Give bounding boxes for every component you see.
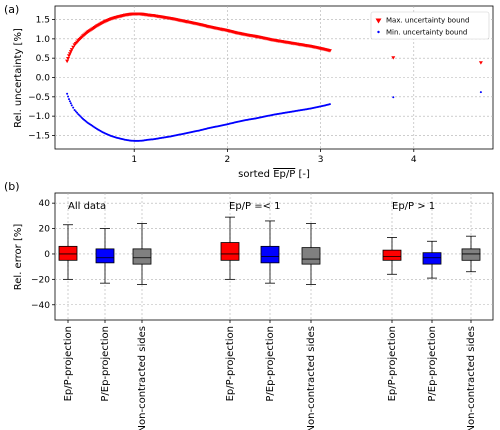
legend-marker-min: [377, 30, 380, 34]
x-tick-label: P/Ep-projection: [427, 326, 438, 402]
y-tick-label: 40: [39, 199, 51, 209]
legend-label-min: Min. uncertainty bound: [386, 29, 467, 37]
x-tick-label: Ep/P-projection: [225, 326, 236, 401]
box-iqr: [58, 245, 78, 261]
x-tick-label: P/Ep-projection: [100, 326, 111, 402]
y-tick-label: 20: [39, 225, 51, 235]
min-bound-point: [74, 110, 77, 113]
group-title: Ep/P =< 1: [229, 201, 281, 212]
max-bound-point: [391, 56, 396, 60]
box-iqr: [382, 249, 402, 261]
x-tick-label: Non-contracted sides: [306, 326, 317, 430]
panel-b-grid: [55, 193, 493, 320]
x-tick-label: 2: [225, 155, 231, 165]
x-tick-label: 3: [318, 155, 324, 165]
y-tick-label: −1.0: [28, 112, 50, 122]
panel-a-uncertainty-scatter: (a) 1 2 3 4 −1.5 −1.0 −0.5 0.0 0.5 1.0 1.5 Rel. un…: [4, 3, 494, 180]
panel-a-label: (a): [4, 3, 19, 16]
box-iqr: [220, 242, 240, 261]
legend-box: [370, 11, 490, 40]
panel-b-error-boxplot: (b) −40 −20 0 20 40 Ep/P-projection P/Ep-proje…: [4, 180, 494, 430]
group-title: Ep/P > 1: [392, 201, 435, 212]
x-tick-label: 1: [131, 155, 137, 165]
max-bound-point: [71, 45, 76, 50]
x-tick-label: P/Ep-projection: [265, 326, 276, 402]
panel-a-legend: Max. uncertainty bound Min. uncertainty …: [370, 11, 490, 40]
panel-b-frame: [54, 192, 494, 321]
min-bound-point: [67, 98, 70, 101]
panel-a-points: [65, 12, 483, 142]
x-tick-label: Ep/P-projection: [63, 326, 74, 401]
legend-marker-max: [375, 18, 382, 24]
max-bound-point: [66, 56, 71, 61]
min-bound-point: [479, 91, 482, 94]
min-bound-point: [68, 100, 71, 103]
min-bound-point: [70, 104, 73, 107]
max-bound-point: [69, 48, 74, 52]
box-iqr: [461, 248, 481, 261]
max-bound-point: [327, 49, 332, 53]
box-iqr: [301, 247, 321, 265]
y-tick-label: 0: [44, 250, 50, 260]
y-tick-label: 0.5: [36, 54, 50, 64]
group-title: All data: [68, 201, 106, 212]
y-tick-label: 1.0: [36, 35, 51, 45]
min-bound-point: [66, 92, 69, 95]
panel-b-label: (b): [4, 180, 20, 193]
y-tick-label: 0.0: [36, 74, 51, 84]
panel-a-y-axis-label: Rel. uncertainty [%]: [13, 28, 24, 128]
max-bound-point: [65, 59, 70, 64]
min-bound-point: [76, 111, 79, 114]
min-bound-point: [69, 102, 72, 105]
x-tick-label: 4: [411, 155, 417, 165]
box-iqr: [132, 248, 152, 265]
y-tick-label: −0.5: [28, 93, 50, 103]
panel-b-boxes: [58, 216, 481, 285]
y-tick-label: −1.5: [28, 131, 50, 141]
y-tick-label: −40: [31, 301, 50, 311]
min-bound-point: [67, 95, 70, 98]
x-tick-label: Non-contracted sides: [466, 326, 477, 430]
min-bound-point: [328, 103, 331, 106]
panel-a-x-axis-label: sorted Ep/P [-]: [238, 169, 310, 180]
y-tick-label: 1.5: [36, 16, 50, 26]
box-iqr: [95, 248, 115, 264]
max-bound-point: [478, 61, 483, 65]
x-tick-label: Ep/P-projection: [387, 326, 398, 401]
min-bound-point: [392, 96, 395, 99]
y-tick-label: −20: [31, 275, 50, 285]
legend-label-max: Max. uncertainty bound: [386, 17, 469, 25]
panel-a-ticks: 1 2 3 4 −1.5 −1.0 −0.5 0.0 0.5 1.0 1.5: [28, 16, 417, 165]
min-bound-point: [72, 106, 75, 109]
x-tick-label: Non-contracted sides: [137, 326, 148, 430]
panel-b-y-axis-label: Rel. error [%]: [13, 224, 24, 291]
panel-b-ticks: −40 −20 0 20 40 Ep/P-projection P/Ep-projectio…: [31, 199, 477, 430]
min-bound-point: [73, 108, 76, 111]
box-iqr: [260, 245, 280, 264]
box-iqr: [422, 252, 442, 265]
panel-b-group-titles: All data Ep/P =< 1 Ep/P > 1: [68, 201, 435, 212]
